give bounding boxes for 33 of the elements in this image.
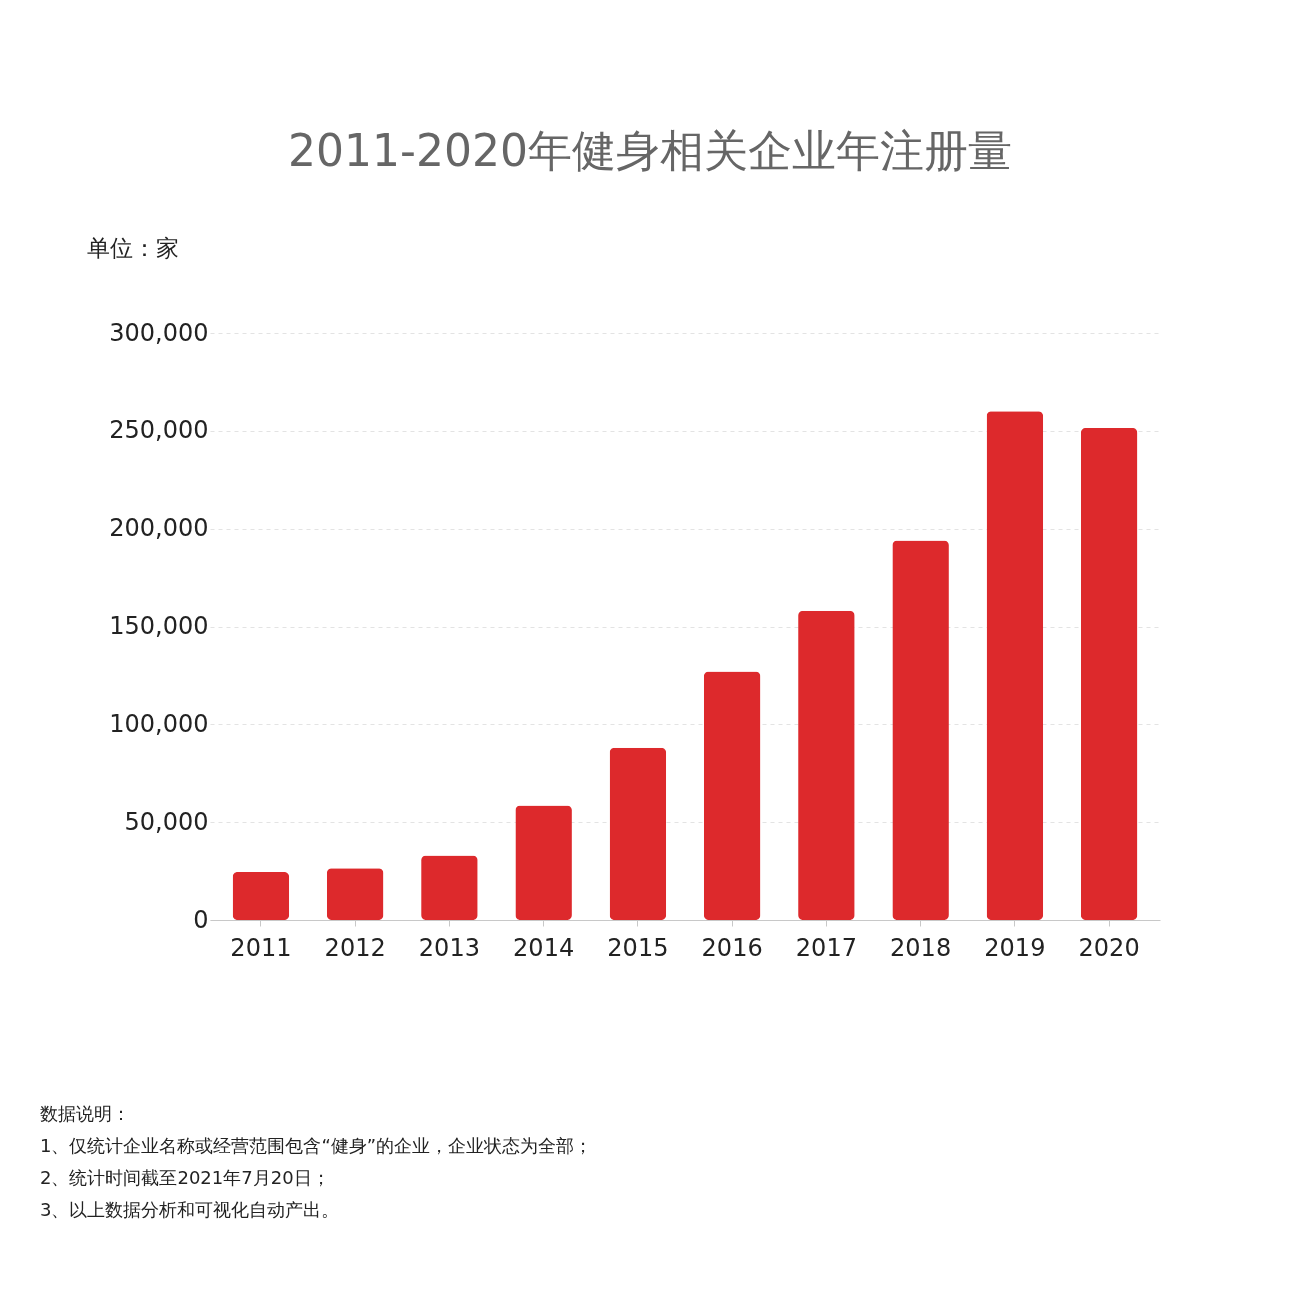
x-tick-label: 2019 xyxy=(984,933,1046,962)
x-tick-label: 2018 xyxy=(890,933,952,962)
bar xyxy=(798,610,855,920)
bar xyxy=(1080,427,1138,920)
y-tick-label: 200,000 xyxy=(109,514,209,543)
bar xyxy=(609,747,667,920)
text: 数据说明： xyxy=(40,1103,130,1124)
y-axis-title: 单位：家 xyxy=(86,234,179,261)
y-tick-label: 150,000 xyxy=(109,612,209,640)
chart-title: 2011-2020年健身相关企业年注册量 xyxy=(288,125,1012,176)
x-tick-label: 2013 xyxy=(418,933,480,962)
x-tick-label: 2017 xyxy=(795,933,857,962)
x-tick-label: 2011 xyxy=(230,933,292,962)
bar xyxy=(326,868,384,920)
text: 2、统计时间截至2021年7月20日； xyxy=(40,1167,330,1188)
bar xyxy=(421,855,478,920)
y-tick-label: 0 xyxy=(193,905,209,934)
y-tick-label: 250,000 xyxy=(109,416,209,445)
text: 1、仅统计企业名称或经营范围包含“健身”的企业，企业状态为全部； xyxy=(40,1135,593,1156)
bar xyxy=(986,411,1044,920)
bar xyxy=(232,872,290,920)
bar xyxy=(515,805,572,920)
x-tick-label: 2020 xyxy=(1078,933,1140,962)
x-tick-label: 2015 xyxy=(607,933,669,962)
x-tick-label: 2016 xyxy=(701,933,763,962)
bar xyxy=(703,671,761,920)
y-tick-label: 300,000 xyxy=(109,318,209,347)
y-tick-label: 50,000 xyxy=(124,807,209,836)
bar xyxy=(892,540,949,920)
y-tick-label: 100,000 xyxy=(109,709,209,738)
x-tick-label: 2014 xyxy=(513,933,575,962)
x-tick-label: 2012 xyxy=(324,933,386,962)
text: 3、以上数据分析和可视化自动产出。 xyxy=(40,1199,340,1220)
